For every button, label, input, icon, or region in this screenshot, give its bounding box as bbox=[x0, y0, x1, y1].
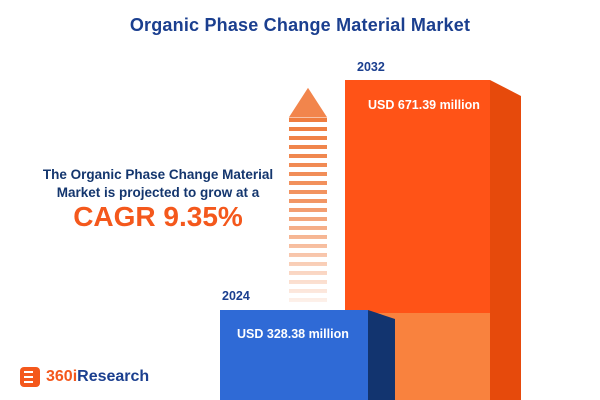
bar-2024 bbox=[220, 310, 368, 400]
logo-text-suffix: Research bbox=[77, 368, 150, 385]
chart-title: Organic Phase Change Material Market bbox=[129, 15, 471, 35]
annotation-line-2: Market is projected to grow at a bbox=[56, 185, 260, 200]
brand-logo: 360iResearch bbox=[20, 367, 149, 387]
growth-arrow-head-icon bbox=[284, 83, 332, 121]
growth-arrow-tail-icon bbox=[289, 118, 327, 303]
logo-stripes-icon bbox=[24, 371, 33, 383]
annotation-block: The Organic Phase Change Material Market… bbox=[8, 166, 308, 202]
bar-2024-year-label: 2024 bbox=[222, 289, 250, 303]
logo-text: 360iResearch bbox=[46, 368, 149, 386]
bar-2032-side-face bbox=[490, 80, 521, 400]
annotation-line-1: The Organic Phase Change Material bbox=[42, 167, 274, 182]
logo-text-prefix: 360i bbox=[46, 368, 78, 385]
cagr-text: CAGR 9.35% bbox=[73, 201, 243, 232]
logo-icon bbox=[20, 367, 40, 387]
bar-2024-value-label: USD 328.38 million bbox=[237, 327, 349, 341]
bar-2024-side-face bbox=[368, 310, 395, 400]
bar-2032-value-label: USD 671.39 million bbox=[368, 98, 480, 112]
bar-2032-year-label: 2032 bbox=[357, 60, 385, 74]
